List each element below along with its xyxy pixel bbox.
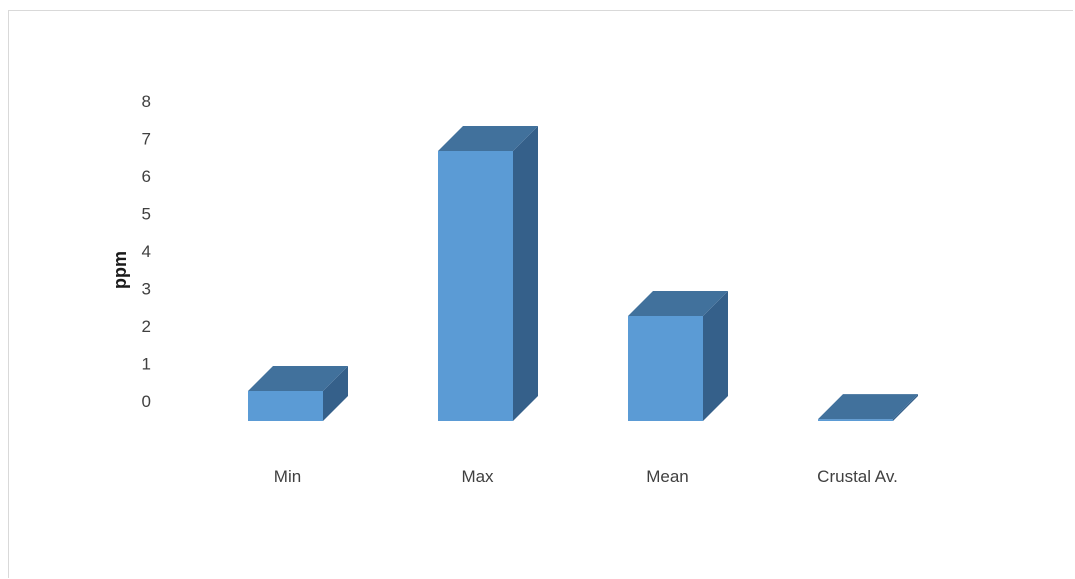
bar-side-face (323, 366, 348, 421)
y-tick-label: 6 (142, 167, 151, 186)
bar-front-face (438, 151, 513, 421)
bar-front-face (628, 316, 703, 421)
x-category-label: Min (274, 467, 301, 486)
bar (248, 366, 348, 421)
x-category-label: Max (461, 467, 494, 486)
y-tick-label: 8 (142, 92, 151, 111)
y-tick-label: 2 (142, 317, 151, 336)
bar-front-face (818, 419, 893, 421)
y-tick-label: 1 (142, 355, 151, 374)
y-tick-label: 4 (142, 242, 151, 261)
bar-side-face (513, 126, 538, 421)
bar-top-face (248, 366, 348, 391)
bar-top-face (818, 394, 918, 420)
y-axis-title-group: ppm (110, 251, 130, 289)
y-tick-label: 3 (142, 280, 151, 299)
y-axis-title: ppm (110, 251, 130, 289)
y-tick-label: 5 (142, 205, 151, 224)
bar (438, 126, 538, 421)
bar-top-face (628, 291, 728, 316)
bar-side-face (703, 291, 728, 421)
bar-side-face (893, 394, 918, 421)
bar (628, 291, 728, 421)
y-tick-label: 0 (142, 392, 151, 411)
x-category-label: Crustal Av. (817, 467, 898, 486)
y-tick-label: 7 (142, 130, 151, 149)
x-category-label: Mean (646, 467, 689, 486)
bar-front-face (248, 391, 323, 421)
chart-frame (8, 10, 1073, 578)
bar (818, 394, 918, 421)
bar-top-face (438, 126, 538, 151)
